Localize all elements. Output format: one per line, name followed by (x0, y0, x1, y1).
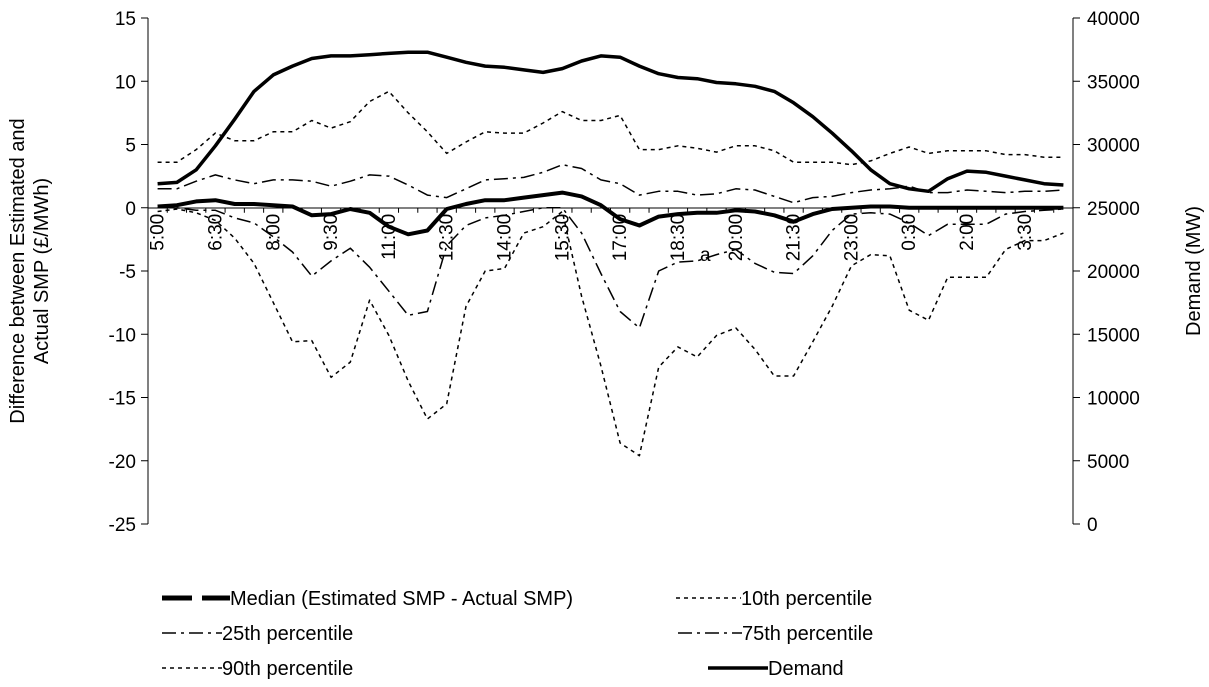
x-tick-label: 11:00 (379, 214, 400, 260)
axes: 15 10 5 0 -5 -10 -15 -20 -25 40000 35000 30000 2500… (109, 9, 1140, 536)
legend-item-p75: 75th percentile (678, 623, 873, 645)
legend-label-p25: 25th percentile (222, 623, 353, 645)
right-tick-label: 30000 (1087, 136, 1140, 157)
x-tick-label: 14:00 (495, 214, 516, 262)
series-line-p10 (157, 208, 1064, 457)
x-tick-label: 3:30 (1015, 214, 1036, 251)
x-tick-label: 5:00 (148, 214, 169, 251)
legend-item-p10: 10th percentile (676, 588, 872, 610)
series-line-p90 (157, 90, 1064, 166)
legend-item-demand: Demand (708, 658, 844, 680)
left-tick-label: 5 (125, 136, 136, 157)
annotation-label: a (700, 245, 711, 266)
right-tick-label: 40000 (1087, 9, 1140, 30)
x-tick-label: 0:30 (899, 214, 920, 251)
legend-label-p10: 10th percentile (741, 588, 872, 610)
series-line-demand (157, 50, 1064, 194)
right-ticks: 40000 35000 30000 25000 20000 15000 10000 5000 0 (1073, 9, 1140, 536)
right-tick-label: 5000 (1087, 452, 1129, 473)
right-tick-label: 10000 (1087, 389, 1140, 410)
right-tick-label: 25000 (1087, 199, 1140, 220)
x-tick-label: 8:00 (263, 214, 284, 251)
left-tick-label: 10 (115, 72, 136, 93)
left-ticks: 15 10 5 0 -5 -10 -15 -20 -25 (109, 9, 148, 536)
right-axis-title: Demand (MW) (1183, 206, 1205, 336)
left-tick-label: 15 (115, 9, 136, 30)
left-tick-label: -5 (119, 262, 136, 283)
x-tick-label: 18:30 (668, 214, 689, 262)
x-ticks: 5:00 6:30 8:00 9:30 11:00 12:30 14:00 15:30 17:0… (147, 207, 1074, 262)
legend-label-p75: 75th percentile (742, 623, 873, 645)
x-tick-label: 17:00 (610, 214, 631, 262)
right-tick-label: 35000 (1087, 72, 1140, 93)
legend-label-demand: Demand (768, 658, 844, 680)
legend-item-p25: 25th percentile (162, 623, 353, 645)
left-axis-title-line2: Actual SMP (£/MWh) (31, 178, 53, 364)
left-tick-label: 0 (125, 199, 136, 220)
x-tick-label: 6:30 (205, 214, 226, 251)
legend-label-p90: 90th percentile (222, 658, 353, 680)
legend: Median (Estimated SMP - Actual SMP) 10th… (162, 588, 873, 680)
x-tick-label: 23:00 (841, 214, 862, 262)
series-line-p25 (157, 207, 1064, 329)
left-tick-label: -15 (109, 389, 136, 410)
legend-label-median: Median (Estimated SMP - Actual SMP) (230, 588, 573, 610)
left-axis-title-line1: Difference between Estimated and (7, 118, 29, 423)
x-tick-label: 9:30 (321, 214, 342, 251)
right-tick-label: 15000 (1087, 325, 1140, 346)
x-tick-label: 2:00 (957, 214, 978, 251)
series-line-p75 (157, 163, 1064, 204)
left-tick-label: -25 (109, 515, 136, 536)
legend-item-median: Median (Estimated SMP - Actual SMP) (162, 588, 573, 610)
left-tick-label: -20 (109, 452, 136, 473)
x-tick-label: 12:30 (437, 214, 458, 262)
x-tick-label: 21:30 (784, 214, 805, 262)
left-tick-label: -10 (109, 325, 136, 346)
right-tick-label: 20000 (1087, 262, 1140, 283)
x-tick-label: 20:00 (726, 214, 747, 262)
right-tick-label: 0 (1087, 515, 1098, 536)
legend-item-p90: 90th percentile (162, 658, 353, 680)
x-tick-label: 15:30 (552, 214, 573, 262)
